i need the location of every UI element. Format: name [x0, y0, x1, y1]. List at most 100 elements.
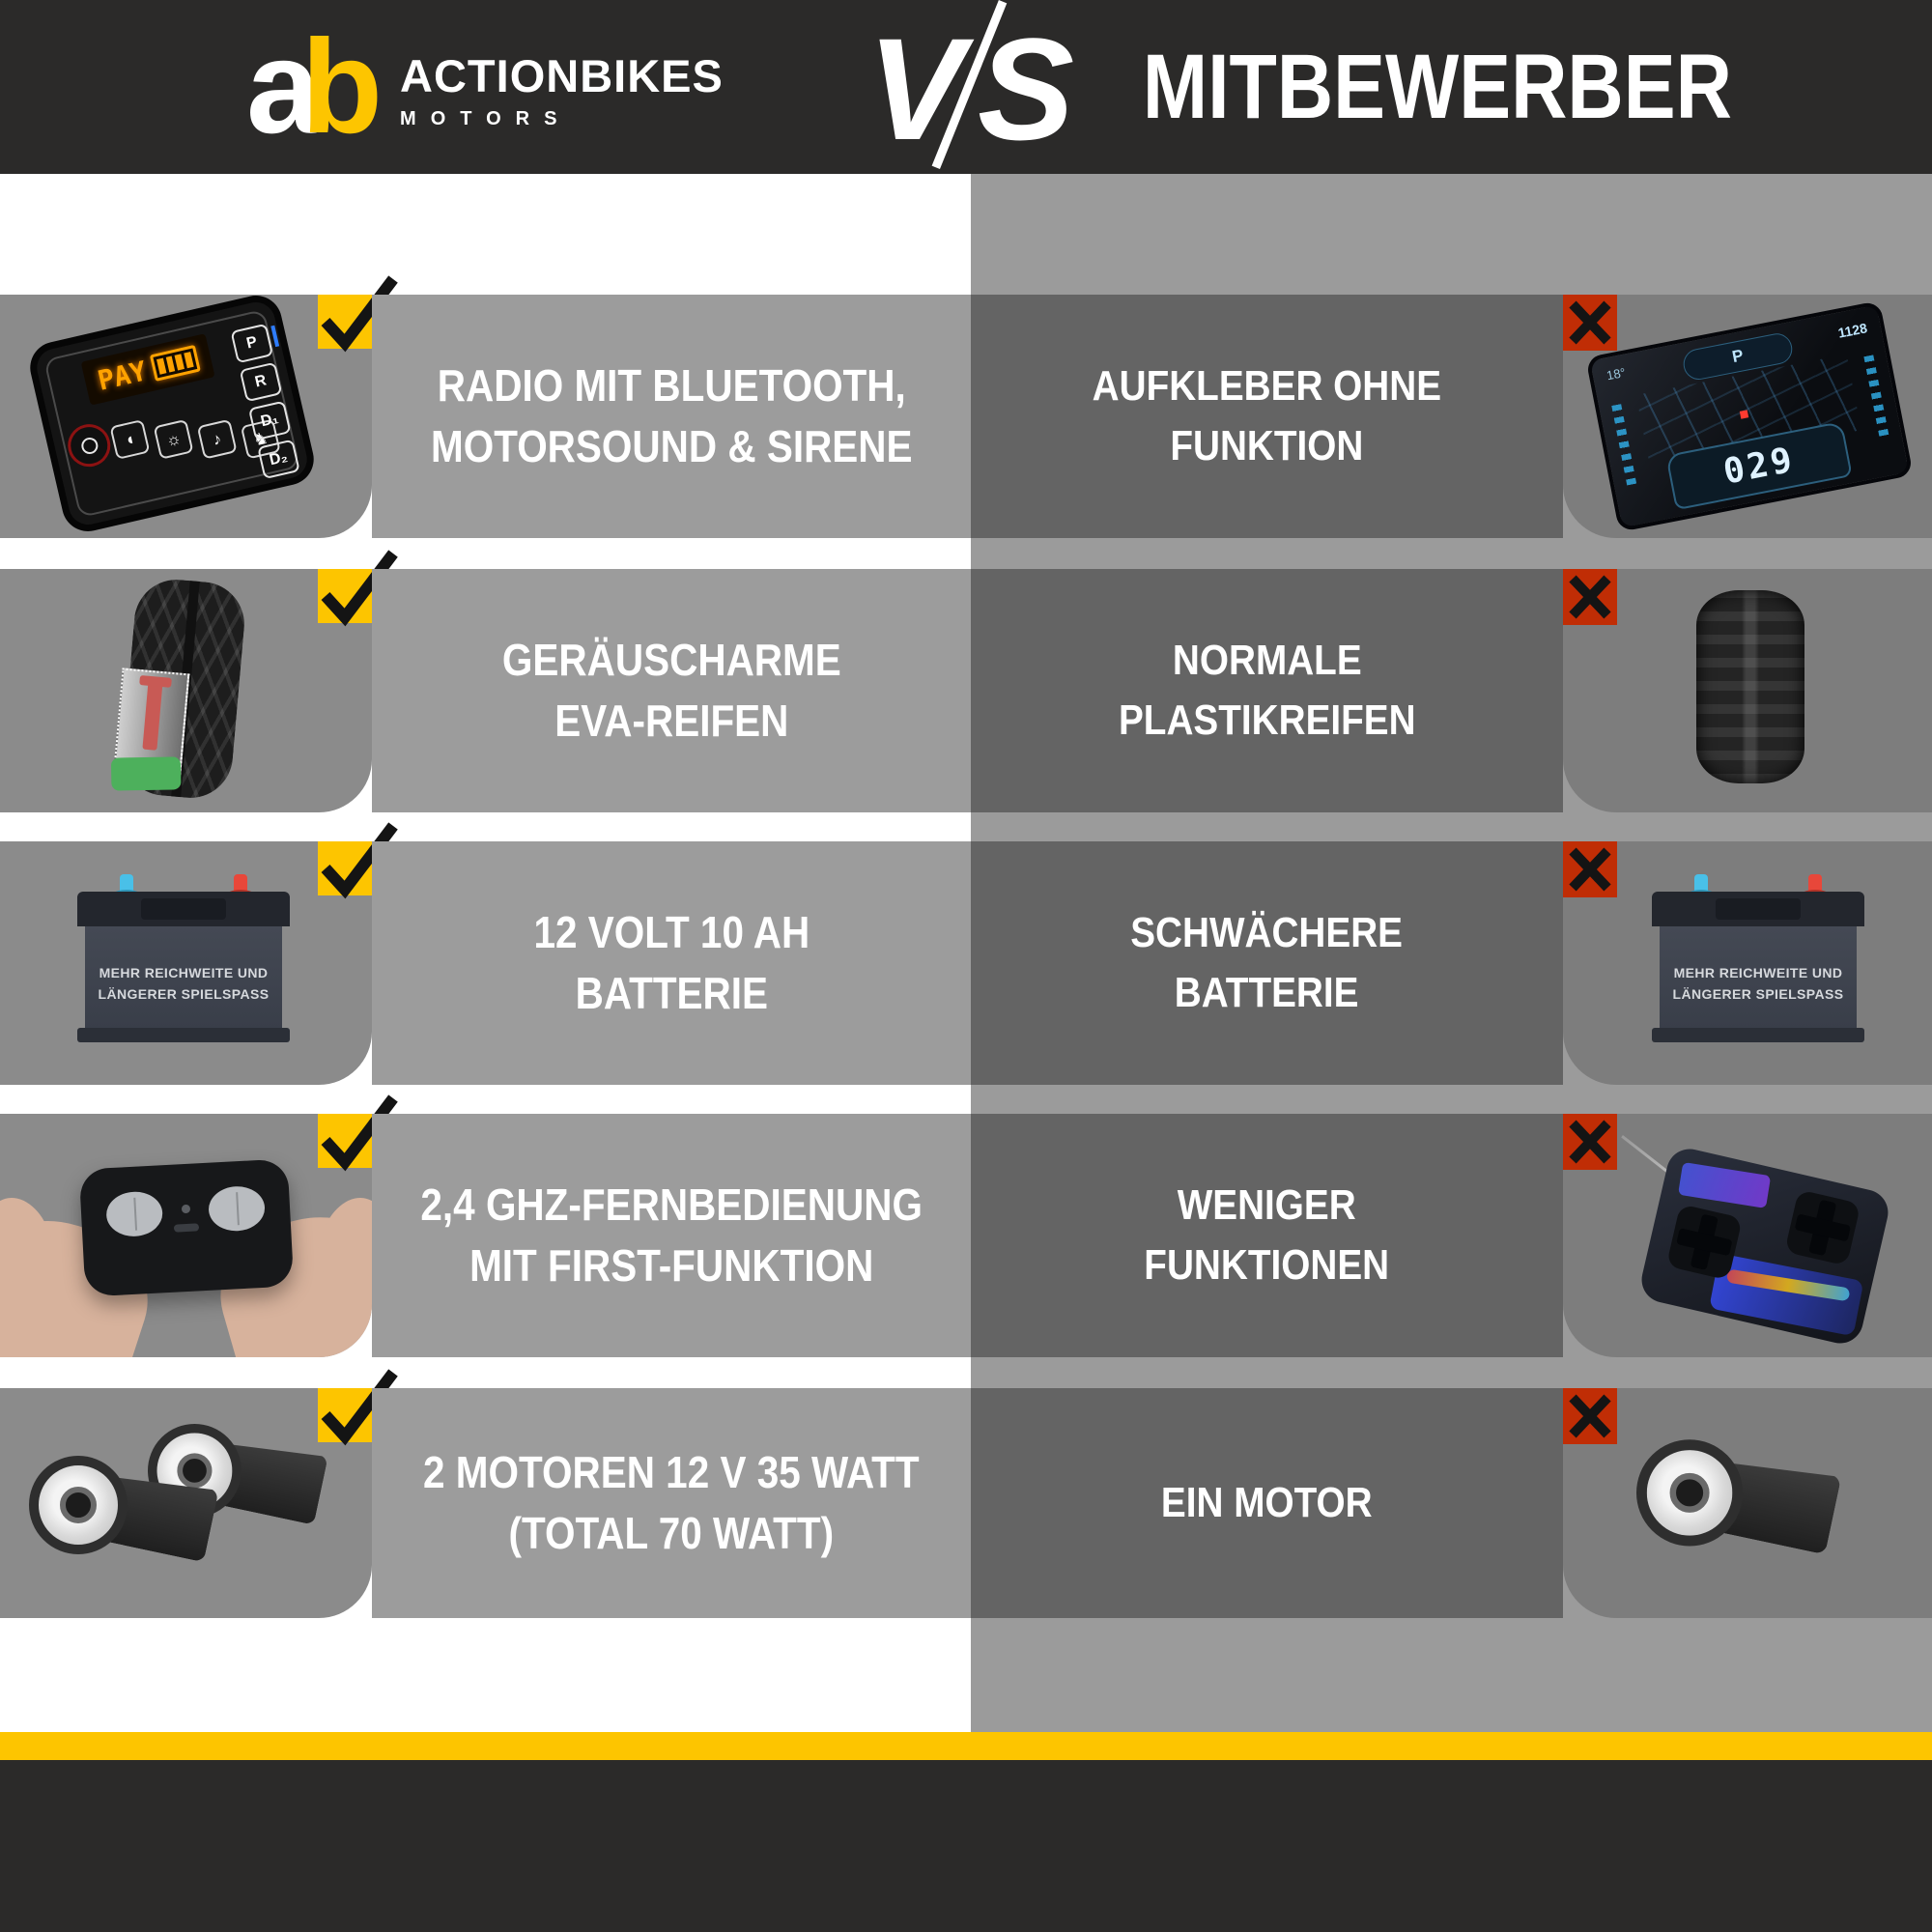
battery-image: MEHR REICHWEITE UND LÄNGERER SPIELSPASS — [1646, 870, 1870, 1042]
x-icon — [1569, 300, 1611, 345]
feature-text-left: RADIO MIT BLUETOOTH, MOTORSOUND & SIRENE — [372, 295, 971, 538]
row-battery: MEHR REICHWEITE UND LÄNGERER SPIELSPASS … — [0, 822, 1932, 1085]
feature-text-right: AUFKLEBER OHNE FUNKTION — [971, 295, 1563, 538]
dashboard-left-gauge — [1611, 404, 1637, 486]
remote-control-image — [78, 1158, 295, 1297]
check-badge — [318, 1369, 398, 1446]
gear-hub-icon — [148, 1423, 242, 1518]
gear-d2-button: D₂ — [257, 439, 300, 480]
battery-caption: MEHR REICHWEITE UND LÄNGERER SPIELSPASS — [1672, 965, 1844, 1002]
battery-body — [1660, 926, 1857, 1029]
gear-hub-icon — [1636, 1439, 1744, 1547]
battery-base — [1652, 1028, 1864, 1042]
transmitter-image — [1636, 1144, 1893, 1349]
one-motor-photo-block — [1563, 1388, 1932, 1618]
radio-panel-image: PAY ◖ ☼ ♪ ♞ P R D₁ D₂ — [33, 298, 311, 528]
x-icon — [1569, 847, 1611, 892]
motor-image-front — [29, 1448, 222, 1577]
dashboard-odometer: 1128 — [1836, 320, 1869, 341]
x-badge — [1563, 1388, 1617, 1444]
feature-text-left: 2,4 GHZ-FERNBEDIENUNG MIT FIRST-FUNKTION — [372, 1114, 971, 1357]
logo-letter-a: a — [246, 13, 321, 161]
logo-letter-b: b — [300, 13, 383, 161]
dashboard-speed: 029 — [1719, 439, 1799, 493]
dashboard-right-gauge — [1863, 355, 1889, 437]
plastic-tire-photo-block — [1563, 569, 1932, 812]
dashboard-sticker-image: P 18° 1128 029 — [1585, 300, 1914, 532]
dashboard-temp: 18° — [1605, 364, 1627, 384]
check-badge — [318, 550, 398, 627]
gear-d1-button: D₁ — [247, 400, 292, 441]
yellow-divider-bar — [0, 1732, 1932, 1760]
eva-tire-image — [110, 576, 248, 802]
feature-text-left: GERÄUSCHARME EVA-REIFEN — [372, 569, 971, 812]
transmitter-sticker-bottom — [1709, 1253, 1864, 1337]
vs-badge-icon: V S — [867, 0, 1075, 170]
motor-image — [1636, 1432, 1845, 1572]
gear-r-button: R — [239, 361, 283, 403]
gear-hub-icon — [29, 1456, 128, 1554]
brand-lockup: a b ACTIONBIKES MOTORS — [246, 0, 724, 174]
feature-text-right: WENIGER FUNKTIONEN — [971, 1114, 1563, 1357]
feature-text-right: EIN MOTOR — [971, 1388, 1563, 1618]
battery-body — [85, 926, 282, 1029]
competitor-title: MITBEWERBER — [1142, 35, 1732, 138]
transmitter-sticker-top — [1678, 1161, 1772, 1208]
remote-button-left — [105, 1190, 164, 1238]
actionbikes-logo-icon: a b — [246, 13, 383, 161]
battery-top — [1652, 892, 1864, 926]
gear-p-button: P — [230, 323, 274, 364]
tire-rim-section — [142, 679, 163, 751]
tire-cutaway — [110, 668, 190, 791]
eva-tire-photo-block — [0, 569, 372, 812]
row-tires: GERÄUSCHARME EVA-REIFEN NORMALE PLASTIKR… — [0, 550, 1932, 812]
feature-text-left: 2 MOTOREN 12 V 35 WATT (TOTAL 70 WATT) — [372, 1388, 971, 1618]
brand-name: ACTIONBIKES — [400, 50, 724, 101]
x-badge — [1563, 841, 1617, 897]
weak-battery-photo-block: MEHR REICHWEITE UND LÄNGERER SPIELSPASS — [1563, 841, 1932, 1085]
horn-icon: ◖ — [109, 418, 151, 460]
x-badge — [1563, 569, 1617, 625]
battery-top — [77, 892, 290, 926]
radio-display-text: PAY — [94, 354, 150, 397]
battery-photo-block: MEHR REICHWEITE UND LÄNGERER SPIELSPASS — [0, 841, 372, 1085]
motor-image-back — [148, 1416, 331, 1539]
x-badge — [1563, 295, 1617, 351]
check-badge — [318, 822, 398, 899]
remote-button-right — [207, 1184, 267, 1233]
brand-text: ACTIONBIKES MOTORS — [400, 49, 724, 130]
battery-base — [77, 1028, 290, 1042]
row-remote: 2,4 GHZ-FERNBEDIENUNG MIT FIRST-FUNKTION… — [0, 1094, 1932, 1357]
x-icon — [1569, 1394, 1611, 1438]
feature-text-right: SCHWÄCHERE BATTERIE — [971, 841, 1563, 1085]
battery-gauge-icon — [149, 344, 201, 382]
transmitter-photo-block — [1563, 1114, 1932, 1357]
plastic-tire-image — [1696, 590, 1804, 783]
two-motors-photo-block — [0, 1388, 372, 1618]
x-badge — [1563, 1114, 1617, 1170]
remote-switch — [173, 1223, 200, 1233]
radio-photo-block: PAY ◖ ☼ ♪ ♞ P R D₁ D₂ — [0, 295, 372, 538]
remote-hands-photo-block — [0, 1114, 372, 1357]
x-icon — [1569, 575, 1611, 619]
row-radio: PAY ◖ ☼ ♪ ♞ P R D₁ D₂ — [0, 275, 1932, 538]
music-icon: ♪ — [196, 418, 238, 460]
brand-subtitle: MOTORS — [400, 108, 572, 129]
header-bar: a b ACTIONBIKES MOTORS V S MITBEWERBER — [0, 0, 1932, 174]
battery-caption: MEHR REICHWEITE UND LÄNGERER SPIELSPASS — [98, 965, 270, 1002]
check-badge — [318, 1094, 398, 1172]
dashboard-position-dot — [1739, 410, 1749, 419]
x-icon — [1569, 1120, 1611, 1164]
sticker-dashboard-photo-block: P 18° 1128 029 — [1563, 295, 1932, 538]
vs-letter-s: S — [978, 8, 1075, 170]
feature-text-right: NORMALE PLASTIKREIFEN — [971, 569, 1563, 812]
remote-led — [181, 1204, 191, 1214]
feature-text-left: 12 VOLT 10 AH BATTERIE — [372, 841, 971, 1085]
check-badge — [318, 275, 398, 353]
row-motors: 2 MOTOREN 12 V 35 WATT (TOTAL 70 WATT) E… — [0, 1369, 1932, 1618]
battery-image: MEHR REICHWEITE UND LÄNGERER SPIELSPASS — [71, 870, 296, 1042]
footer-bar — [0, 1760, 1932, 1932]
light-icon: ☼ — [153, 418, 194, 460]
control-stick-right — [1784, 1189, 1861, 1266]
